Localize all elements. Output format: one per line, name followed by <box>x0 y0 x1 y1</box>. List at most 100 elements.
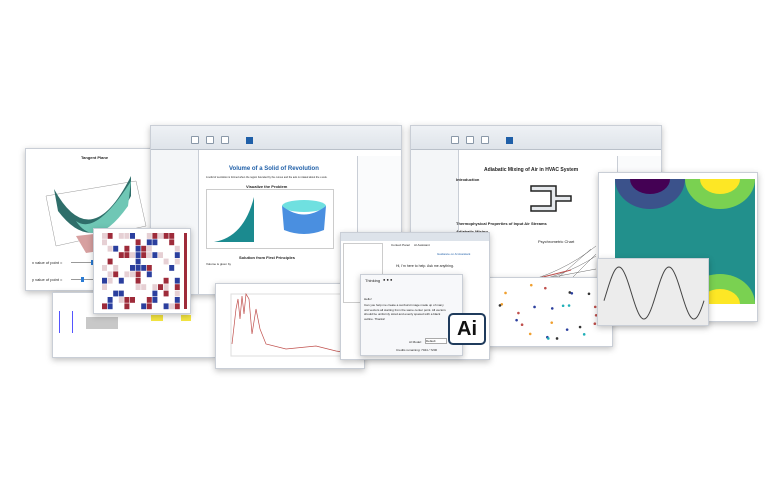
scatter-point <box>504 291 507 295</box>
toolbar-icon[interactable] <box>481 136 489 144</box>
heatmap-cell <box>146 303 152 310</box>
section-heading: Adiabatic Mixing <box>456 229 488 234</box>
heatmap-cell <box>152 297 158 303</box>
scatter-plot <box>485 277 613 347</box>
scatter-point <box>582 333 586 336</box>
ai-logo: Ai <box>448 313 486 345</box>
thinking-status: Thinking <box>365 278 381 283</box>
heatmap-cell <box>169 265 175 271</box>
heatmap-cell <box>163 303 169 310</box>
scatter-point <box>517 311 520 315</box>
heatmap-cell <box>130 233 135 239</box>
heatmap-cell <box>163 258 169 265</box>
scatter-point <box>593 322 597 326</box>
guidance-link[interactable]: Guidance on AI Assistant <box>437 252 471 256</box>
scatter-point <box>587 292 591 296</box>
scatter-point <box>565 328 569 331</box>
heatmap-cell <box>152 239 158 246</box>
heatmap-cell <box>102 265 107 271</box>
scatter-point <box>529 283 533 287</box>
sine-curve <box>603 266 705 320</box>
scatter-point <box>561 304 565 308</box>
sine-area <box>603 266 705 320</box>
toolbar-icon[interactable] <box>206 136 214 144</box>
document-title: Volume of a Solid of Revolution <box>229 166 319 172</box>
heatmap-cell <box>102 233 107 239</box>
section-heading: Solution from First Principles <box>239 255 296 260</box>
heatmap-cell <box>152 284 158 290</box>
toolbar-icon[interactable] <box>466 136 474 144</box>
tab-ai-assistant[interactable]: AI Assistant <box>414 243 430 247</box>
heatmap-cell <box>146 239 152 246</box>
heatmap-cell <box>135 271 141 278</box>
heatmap-cell <box>135 252 141 258</box>
heatmap-cell <box>135 277 141 284</box>
heatmap-cell <box>174 303 180 310</box>
heatmap-cell <box>141 252 147 258</box>
scatter-point <box>594 313 598 317</box>
mixing-diagram <box>530 185 572 212</box>
colorbar <box>184 233 187 309</box>
heatmap-cell <box>174 277 180 284</box>
heatmap-cell <box>174 252 180 258</box>
heatmap-cell <box>113 271 119 278</box>
scatter-point <box>528 332 532 336</box>
heatmap-cell <box>174 290 180 297</box>
heatmap-cell <box>146 265 152 271</box>
heatmap-cell <box>107 245 113 252</box>
highlighted-term <box>151 315 163 321</box>
toolbar-icon[interactable] <box>191 136 199 144</box>
heatmap-cell <box>169 303 175 310</box>
home-icon[interactable] <box>506 137 513 144</box>
heatmap-cell <box>118 297 124 303</box>
heatmap-cell <box>124 303 130 310</box>
heatmap-cell <box>163 277 169 284</box>
heatmap-cell <box>141 265 147 271</box>
heatmap-cell <box>135 245 141 252</box>
heatmap-cell <box>158 284 163 290</box>
highlighted-term <box>181 315 191 321</box>
heatmap-cell <box>107 277 113 284</box>
heatmap-cell <box>135 239 141 246</box>
heatmap-cell <box>102 277 107 284</box>
highlighted-term <box>86 317 118 329</box>
heatmap-area <box>102 233 187 310</box>
tab-context-panel[interactable]: Context Panel <box>391 243 410 247</box>
plot-title: Tangent Plane <box>81 155 109 160</box>
heatmap-cell <box>146 252 152 258</box>
x-value-label: x value of point = <box>32 260 63 265</box>
heatmap-cell <box>102 284 107 290</box>
thinking-dialog: Thinking ● ● ● Hello! Can you help me cr… <box>360 274 463 356</box>
toolbar-icon[interactable] <box>221 136 229 144</box>
model-select[interactable]: Default <box>425 338 447 344</box>
heatmap-cell <box>135 265 141 271</box>
volume-solid-window: Volume of a Solid of Revolution A solid … <box>150 125 402 295</box>
body-text: Volume is given by <box>206 262 232 266</box>
heatmap-cell <box>107 303 113 310</box>
heatmap-cell <box>135 284 141 290</box>
heatmap-cell <box>124 233 130 239</box>
scatter-point <box>578 325 582 329</box>
heatmap-cell <box>152 290 158 297</box>
home-icon[interactable] <box>246 137 253 144</box>
heatmap-cell <box>141 303 147 310</box>
scatter-point <box>520 323 524 326</box>
heatmap-cell <box>146 245 152 252</box>
ribbon-toolbar <box>151 126 401 150</box>
heatmap-cell <box>118 233 124 239</box>
intro-text: A solid of revolution is formed when the… <box>206 176 328 179</box>
scatter-point <box>568 291 572 294</box>
toolbar-icon[interactable] <box>451 136 459 144</box>
hello-text: Hello! <box>364 297 372 301</box>
heatmap-cell <box>113 245 119 252</box>
scatter-area <box>498 283 607 340</box>
section-heading: Introduction <box>456 177 480 182</box>
heatmap-cell <box>102 303 107 310</box>
region-plot <box>214 197 254 242</box>
heatmap-cell <box>152 233 158 239</box>
heatmap-cell <box>130 252 135 258</box>
scatter-point <box>550 321 554 324</box>
heatmap-cell <box>124 297 130 303</box>
heatmap-cell <box>135 258 141 265</box>
chat-input[interactable]: Can you help me create a sunburst image … <box>364 303 446 321</box>
